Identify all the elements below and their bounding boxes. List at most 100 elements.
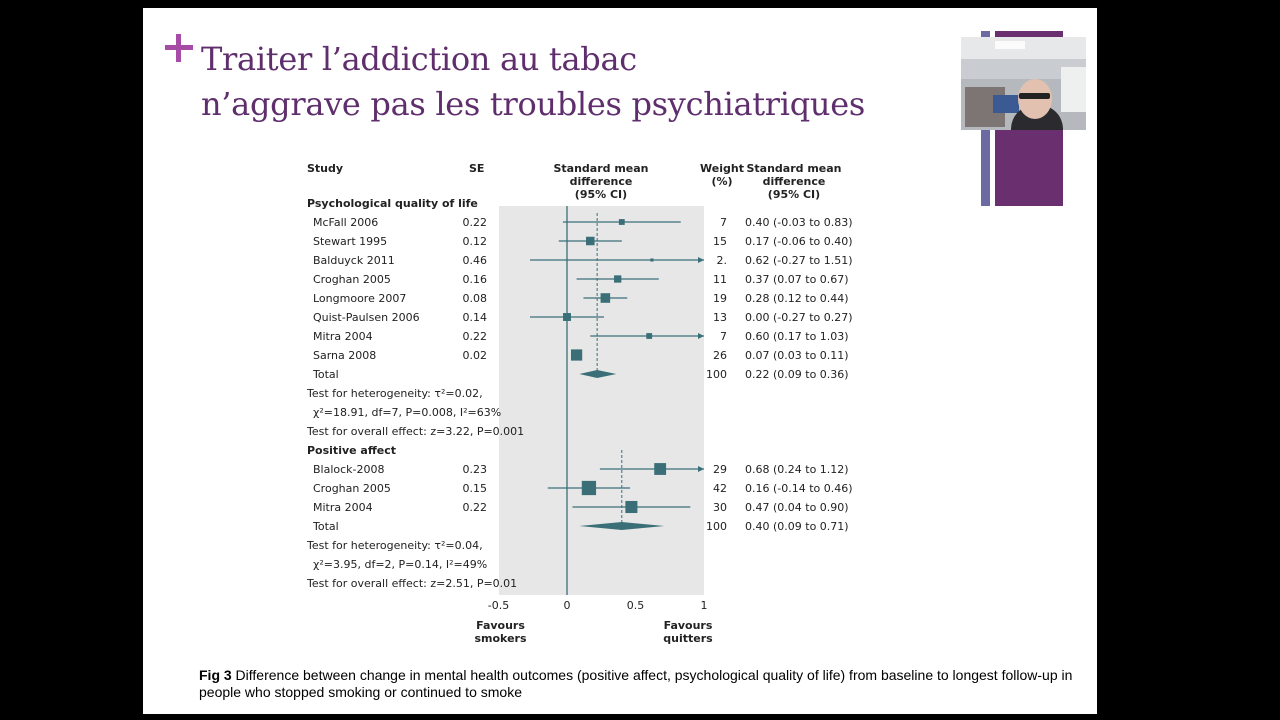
point-estimate — [618, 219, 625, 225]
total-label: Total — [312, 520, 339, 533]
favours-quitters-label: quitters — [663, 632, 713, 645]
study-name: Croghan 2005 — [313, 482, 391, 495]
x-tick-label: 0 — [564, 599, 571, 612]
study-name: Balduyck 2011 — [313, 254, 395, 267]
point-estimate — [570, 349, 583, 361]
header-weight: (%) — [711, 175, 732, 188]
group-heading: Positive affect — [307, 444, 396, 457]
study-se: 0.02 — [463, 349, 488, 362]
study-name: Blalock-2008 — [313, 463, 385, 476]
study-name: McFall 2006 — [313, 216, 378, 229]
study-se: 0.16 — [463, 273, 488, 286]
total-weight: 100 — [706, 368, 727, 381]
study-se: 0.22 — [463, 501, 488, 514]
header-smd-value: (95% CI) — [768, 188, 820, 201]
study-ci-text: 0.68 (0.24 to 1.12) — [745, 463, 849, 476]
slide: Traiter l’addiction au tabac n’aggrave p… — [143, 8, 1097, 714]
study-weight: 30 — [713, 501, 727, 514]
webcam-overlay — [961, 37, 1086, 130]
heterogeneity-test: Test for heterogeneity: τ²=0.02, — [306, 387, 483, 400]
study-weight: 19 — [713, 292, 727, 305]
x-tick-label: 0.5 — [627, 599, 645, 612]
point-estimate — [600, 293, 611, 303]
heterogeneity-stats: χ²=18.91, df=7, P=0.008, I²=63% — [313, 406, 501, 419]
total-label: Total — [312, 368, 339, 381]
study-se: 0.15 — [463, 482, 488, 495]
study-se: 0.12 — [463, 235, 488, 248]
heterogeneity-test: Test for heterogeneity: τ²=0.04, — [306, 539, 483, 552]
study-ci-text: 0.62 (-0.27 to 1.51) — [745, 254, 853, 267]
favours-smokers-label: Favours — [476, 619, 525, 632]
study-ci-text: 0.40 (-0.03 to 0.83) — [745, 216, 853, 229]
study-weight: 2. — [717, 254, 728, 267]
ci-arrow — [698, 466, 704, 472]
figure-caption: Fig 3 Difference between change in menta… — [199, 667, 1079, 701]
plus-icon — [165, 34, 193, 62]
study-weight: 13 — [713, 311, 727, 324]
study-weight: 7 — [720, 330, 727, 343]
header-smd-value: difference — [763, 175, 826, 188]
ci-arrow — [698, 257, 704, 263]
study-name: Longmoore 2007 — [313, 292, 406, 305]
point-estimate — [586, 236, 595, 246]
study-name: Stewart 1995 — [313, 235, 387, 248]
favours-smokers-label: smokers — [474, 632, 526, 645]
study-se: 0.23 — [463, 463, 488, 476]
study-ci-text: 0.07 (0.03 to 0.11) — [745, 349, 849, 362]
header-smd-plot: (95% CI) — [575, 188, 627, 201]
study-name: Croghan 2005 — [313, 273, 391, 286]
point-estimate — [654, 463, 667, 475]
heterogeneity-stats: χ²=3.95, df=2, P=0.14, I²=49% — [313, 558, 487, 571]
study-se: 0.46 — [463, 254, 488, 267]
study-ci-text: 0.00 (-0.27 to 0.27) — [745, 311, 853, 324]
study-ci-text: 0.60 (0.17 to 1.03) — [745, 330, 849, 343]
study-se: 0.14 — [463, 311, 488, 324]
plot-panel — [499, 206, 704, 595]
header-weight: Weight — [700, 162, 744, 175]
point-estimate — [614, 275, 622, 283]
point-estimate — [646, 333, 653, 339]
overall-effect-test: Test for overall effect: z=3.22, P=0.001 — [306, 425, 524, 438]
slide-title-line-2: n’aggrave pas les troubles psychiatrique… — [201, 85, 865, 123]
study-se: 0.08 — [463, 292, 488, 305]
study-weight: 15 — [713, 235, 727, 248]
total-ci-text: 0.22 (0.09 to 0.36) — [745, 368, 849, 381]
x-tick-label: -0.5 — [488, 599, 509, 612]
header-se: SE — [469, 162, 484, 175]
study-ci-text: 0.17 (-0.06 to 0.40) — [745, 235, 853, 248]
total-ci-text: 0.40 (0.09 to 0.71) — [745, 520, 849, 533]
header-smd-plot: difference — [570, 175, 633, 188]
point-estimate — [650, 258, 654, 262]
study-weight: 7 — [720, 216, 727, 229]
study-name: Quist-Paulsen 2006 — [313, 311, 420, 324]
total-weight: 100 — [706, 520, 727, 533]
point-estimate — [625, 500, 638, 514]
study-ci-text: 0.47 (0.04 to 0.90) — [745, 501, 849, 514]
x-tick-label: 1 — [701, 599, 708, 612]
study-name: Mitra 2004 — [313, 501, 373, 514]
point-estimate — [581, 480, 597, 496]
study-name: Mitra 2004 — [313, 330, 373, 343]
study-ci-text: 0.28 (0.12 to 0.44) — [745, 292, 849, 305]
ci-arrow — [698, 333, 704, 339]
study-weight: 26 — [713, 349, 727, 362]
overall-effect-test: Test for overall effect: z=2.51, P=0.01 — [306, 577, 517, 590]
study-se: 0.22 — [463, 330, 488, 343]
study-weight: 11 — [713, 273, 727, 286]
favours-quitters-label: Favours — [664, 619, 713, 632]
header-smd-plot: Standard mean — [553, 162, 648, 175]
total-diamond — [579, 370, 617, 378]
study-weight: 29 — [713, 463, 727, 476]
study-ci-text: 0.16 (-0.14 to 0.46) — [745, 482, 853, 495]
group-heading: Psychological quality of life — [307, 197, 478, 210]
study-name: Sarna 2008 — [313, 349, 376, 362]
caption-label: Fig 3 — [199, 667, 232, 683]
slide-title-line-1: Traiter l’addiction au tabac — [201, 40, 637, 78]
study-weight: 42 — [713, 482, 727, 495]
header-study: Study — [307, 162, 343, 175]
caption-text: Difference between change in mental heal… — [199, 667, 1073, 700]
study-ci-text: 0.37 (0.07 to 0.67) — [745, 273, 849, 286]
study-se: 0.22 — [463, 216, 488, 229]
header-smd-value: Standard mean — [746, 162, 841, 175]
